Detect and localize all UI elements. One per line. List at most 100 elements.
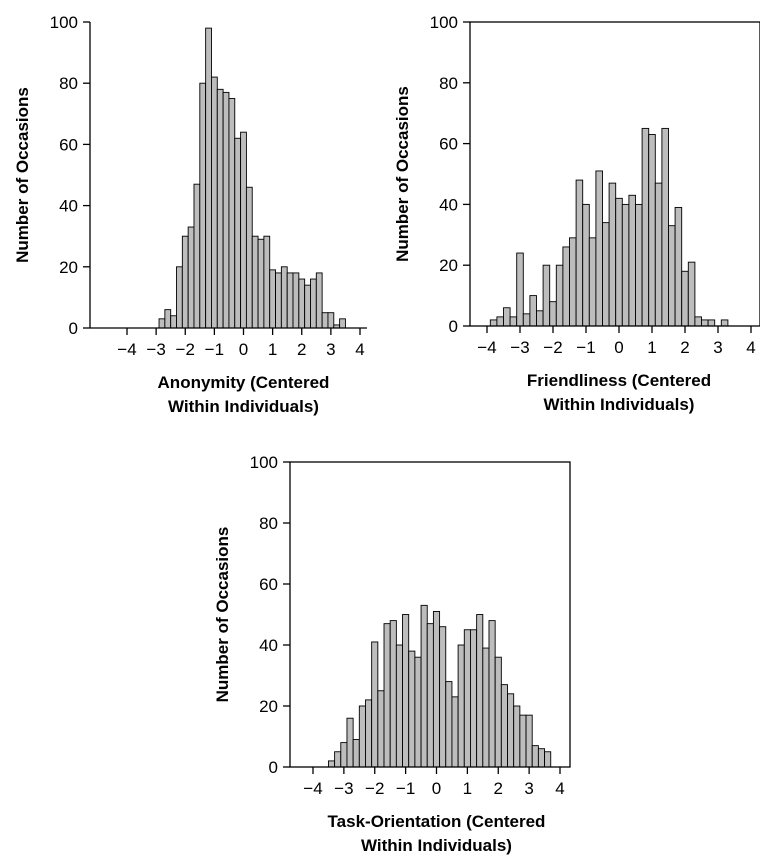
- histogram-bar: [522, 313, 531, 327]
- y-tick-label: 100: [250, 453, 278, 472]
- x-tick-label: −3: [334, 779, 353, 798]
- histogram-bar: [701, 319, 709, 327]
- x-tick-label: 2: [680, 338, 689, 357]
- x-tick-label: 0: [239, 340, 248, 359]
- histogram-bar: [170, 315, 177, 329]
- x-tick-label: 3: [524, 779, 533, 798]
- y-axis-title: Number of Occasions: [13, 87, 32, 263]
- x-tick-label: 1: [463, 779, 472, 798]
- y-tick-label: 20: [59, 258, 78, 277]
- histogram-bar: [537, 748, 546, 768]
- x-tick-label: 0: [614, 338, 623, 357]
- x-tick-label: 4: [746, 338, 755, 357]
- histogram-bar: [608, 182, 617, 327]
- x-axis-title-line-2: Within Individuals): [544, 395, 695, 414]
- histogram-bar: [641, 127, 650, 327]
- histogram-bar: [555, 264, 564, 327]
- x-tick-label: 2: [297, 340, 306, 359]
- histogram-bar: [346, 717, 354, 768]
- histogram-bar: [402, 614, 410, 768]
- y-tick-label: 0: [269, 758, 278, 777]
- chart-panel-2: 0 20 40 60 80 100 −4 −3 −2 −1 0 1 2 3 4 Number of Occas…: [393, 13, 760, 414]
- histogram-bar: [158, 318, 166, 329]
- histogram-bar: [445, 681, 453, 768]
- histogram-bar: [463, 629, 471, 768]
- histogram-bar: [470, 629, 478, 768]
- histogram-bar: [575, 179, 584, 327]
- histogram-bar: [602, 222, 610, 327]
- histogram-bar: [216, 88, 224, 329]
- histogram-bar: [426, 623, 434, 768]
- chart-panel-3: 0 20 40 60 80 100 −4 −3 −2 −1 0 1 2 3 4 Number of Occas…: [213, 453, 571, 855]
- histogram-bar: [327, 312, 335, 329]
- histogram-bar: [582, 203, 590, 327]
- histogram-bar: [371, 641, 379, 768]
- x-axis-title-line-2: Within Individuals): [168, 397, 319, 416]
- x-tick-label: 4: [555, 779, 564, 798]
- histogram-bar: [327, 760, 336, 768]
- histogram-bar: [292, 272, 300, 329]
- histogram-bar: [489, 319, 498, 327]
- histogram-bar: [187, 226, 195, 329]
- y-tick-label: 0: [449, 317, 458, 336]
- histogram-bar: [661, 127, 669, 327]
- histogram-bar: [377, 690, 385, 768]
- x-axis-title-line-1: Friendliness (Centered: [527, 371, 711, 390]
- histogram-bar: [536, 310, 544, 327]
- histogram-bar: [513, 705, 521, 768]
- y-tick-label: 60: [439, 135, 458, 154]
- x-tick-label: −1: [205, 340, 224, 359]
- y-tick-label: 60: [259, 575, 278, 594]
- x-tick-label: −1: [576, 338, 595, 357]
- histogram-bar: [507, 693, 515, 768]
- histogram-bar: [588, 237, 597, 327]
- histogram-bar: [500, 684, 508, 768]
- histogram-bar: [615, 197, 623, 327]
- histogram-bar: [525, 714, 533, 768]
- histogram-bar: [476, 614, 484, 768]
- histogram-bar: [286, 272, 294, 329]
- histogram-bar: [176, 266, 183, 329]
- histogram-bar: [531, 745, 539, 768]
- histogram-bar: [211, 76, 218, 329]
- y-tick-label: 100: [50, 13, 78, 32]
- y-tick-label: 40: [59, 197, 78, 216]
- histogram-bar: [222, 91, 230, 329]
- histogram-bar: [562, 246, 570, 327]
- histogram-bar: [365, 699, 373, 768]
- histogram-bar: [181, 235, 189, 329]
- histogram-bar: [542, 264, 551, 327]
- histogram-bar: [358, 705, 366, 768]
- histogram-bar: [496, 316, 504, 327]
- histogram-bar: [269, 269, 276, 329]
- histogram-bar: [193, 183, 201, 329]
- y-tick-label: 60: [59, 135, 78, 154]
- histogram-bar: [352, 739, 360, 768]
- x-tick-label: 0: [432, 779, 441, 798]
- histogram-bar: [439, 626, 447, 768]
- x-tick-label: 1: [268, 340, 277, 359]
- histogram-bar: [595, 170, 603, 327]
- y-tick-label: 20: [439, 256, 458, 275]
- histogram-bar: [321, 312, 329, 329]
- histogram-bar: [280, 266, 288, 329]
- histogram-bar: [707, 319, 716, 327]
- histogram-bar: [648, 134, 656, 327]
- histogram-bar: [414, 656, 422, 768]
- x-tick-label: 3: [326, 340, 335, 359]
- histogram-bar: [519, 714, 527, 768]
- histogram-bar: [687, 261, 696, 327]
- y-tick-label: 80: [259, 514, 278, 533]
- y-tick-label: 80: [59, 74, 78, 93]
- histogram-bar: [383, 623, 391, 768]
- x-tick-label: −4: [303, 779, 322, 798]
- histogram-bar: [310, 278, 317, 329]
- histogram-bar: [420, 604, 428, 768]
- plot-frame: [469, 21, 760, 327]
- y-tick-label: 0: [69, 319, 78, 338]
- x-tick-label: 4: [355, 340, 364, 359]
- x-tick-label: −2: [176, 340, 195, 359]
- histogram-bar: [304, 284, 311, 329]
- x-tick-label: −2: [365, 779, 384, 798]
- x-axis-title-line-2: Within Individuals): [361, 836, 512, 855]
